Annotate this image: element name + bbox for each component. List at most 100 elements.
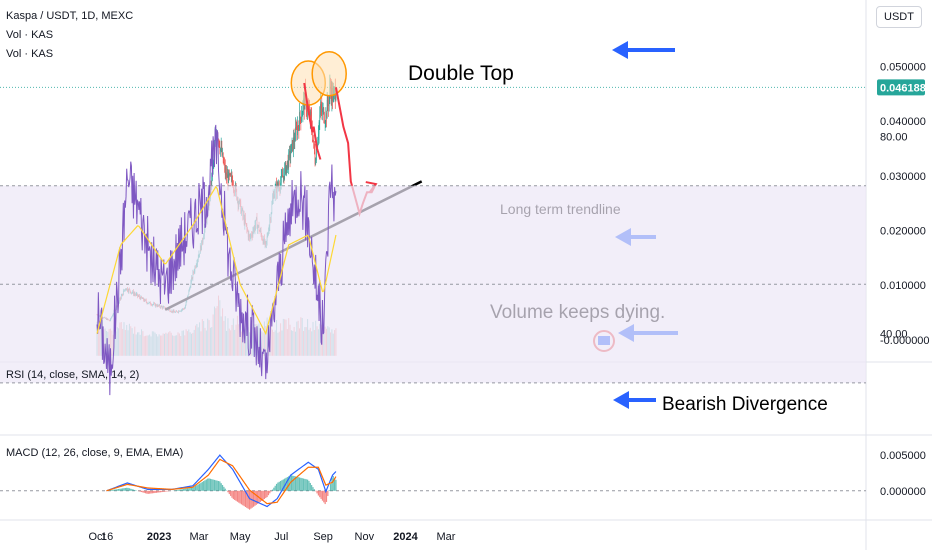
macd-hist-bar (271, 491, 272, 492)
macd-hist-bar (160, 491, 161, 492)
macd-hist-bar (316, 491, 317, 494)
macd-hist-bar (237, 491, 238, 502)
candle-body (324, 121, 325, 122)
macd-hist-bar (273, 488, 274, 491)
volume-legend-1[interactable]: Vol · KAS (6, 29, 53, 41)
macd-hist-bar (240, 491, 241, 504)
candle-body (296, 127, 297, 128)
arrow-top (612, 41, 675, 59)
candle-body (300, 112, 301, 117)
candle-body (282, 175, 283, 176)
candle-body (307, 111, 308, 112)
macd-hist-bar (217, 481, 218, 491)
macd-hist-bar (210, 479, 211, 491)
macd-hist-bar (229, 491, 230, 494)
candle-body (286, 165, 287, 173)
candle-body (288, 153, 289, 168)
macd-hist-bar (249, 491, 250, 510)
macd-hist-bar (163, 491, 164, 492)
symbol-title[interactable]: Kaspa / USDT, 1D, MEXC (6, 10, 133, 22)
macd-hist-bar (207, 479, 208, 491)
macd-hist-bar (244, 491, 245, 506)
candle-body (224, 162, 225, 163)
candle-body (299, 112, 300, 130)
macd-hist-bar (129, 488, 130, 491)
current-price-label: 0.046188 (880, 82, 926, 94)
time-tick-label: Jul (274, 531, 288, 543)
macd-hist-bar (190, 488, 191, 491)
candle-body (311, 112, 312, 117)
price-tick-label: 0.050000 (880, 62, 926, 74)
macd-hist-bar (122, 488, 123, 490)
currency-button[interactable]: USDT (876, 6, 922, 28)
macd-hist-bar (267, 491, 268, 497)
macd-hist-bar (276, 484, 277, 491)
annotation-bearish-divergence: Bearish Divergence (662, 394, 828, 415)
macd-hist-bar (179, 490, 180, 491)
macd-hist-bar (272, 490, 273, 491)
macd-hist-bar (269, 491, 270, 494)
macd-hist-bar (142, 491, 143, 493)
macd-hist-bar (161, 491, 162, 492)
macd-hist-bar (148, 491, 149, 494)
macd-hist-bar (318, 491, 319, 496)
macd-hist-bar (241, 491, 242, 505)
macd-hist-bar (144, 491, 145, 493)
annotation-double-top: Double Top (408, 62, 514, 85)
macd-hist-bar (219, 481, 220, 490)
time-tick-label: 2023 (147, 531, 171, 543)
macd-tick-label: 0.005000 (880, 450, 926, 462)
macd-hist-bar (302, 478, 303, 491)
macd-hist-bar (157, 491, 158, 493)
candle-body (285, 163, 286, 168)
candle-body (230, 174, 231, 176)
candle-body (220, 148, 221, 151)
arrow-top-head (612, 41, 628, 59)
macd-hist-bar (260, 491, 261, 502)
candle-body (229, 172, 230, 175)
macd-hist-bar (238, 491, 239, 503)
macd-hist-bar (119, 489, 120, 491)
macd-hist-bar (248, 491, 249, 509)
macd-hist-bar (227, 491, 228, 492)
candle-body (327, 100, 328, 119)
candle-body (288, 161, 289, 168)
candle-body (319, 122, 320, 134)
candle-body (324, 108, 325, 121)
macd-hist-bar (307, 480, 308, 491)
macd-hist-bar (184, 489, 185, 491)
macd-hist-bar (222, 485, 223, 491)
macd-hist-bar (211, 479, 212, 491)
candle-body (336, 97, 337, 100)
arrow-rsi (613, 391, 656, 409)
macd-hist-bar (280, 481, 281, 491)
candle-body (295, 127, 296, 140)
macd-hist-bar (126, 488, 127, 491)
candle-body (227, 174, 228, 177)
volume-legend-2[interactable]: Vol · KAS (6, 48, 53, 60)
candle-body (328, 100, 329, 104)
rsi-tick-label: 40.00 (880, 329, 908, 341)
candle-body (303, 104, 304, 114)
macd-hist-bar (115, 489, 116, 490)
macd-hist-bar (277, 483, 278, 491)
macd-hist-bar (321, 491, 322, 499)
double-top-marker (312, 52, 346, 96)
time-tick-label: May (230, 531, 251, 543)
candle-body (281, 176, 282, 183)
macd-hist-bar (265, 491, 266, 498)
candle-body (220, 146, 221, 151)
candle-body (329, 97, 330, 107)
macd-hist-bar (192, 488, 193, 491)
macd-hist-bar (194, 487, 195, 491)
macd-hist-bar (218, 481, 219, 491)
candle-body (301, 117, 302, 121)
candle-body (290, 153, 291, 158)
macd-hist-bar (127, 488, 128, 491)
macd-hist-bar (223, 487, 224, 491)
macd-hist-bar (242, 491, 243, 505)
macd-hist-bar (121, 489, 122, 491)
candle-body (290, 151, 291, 158)
